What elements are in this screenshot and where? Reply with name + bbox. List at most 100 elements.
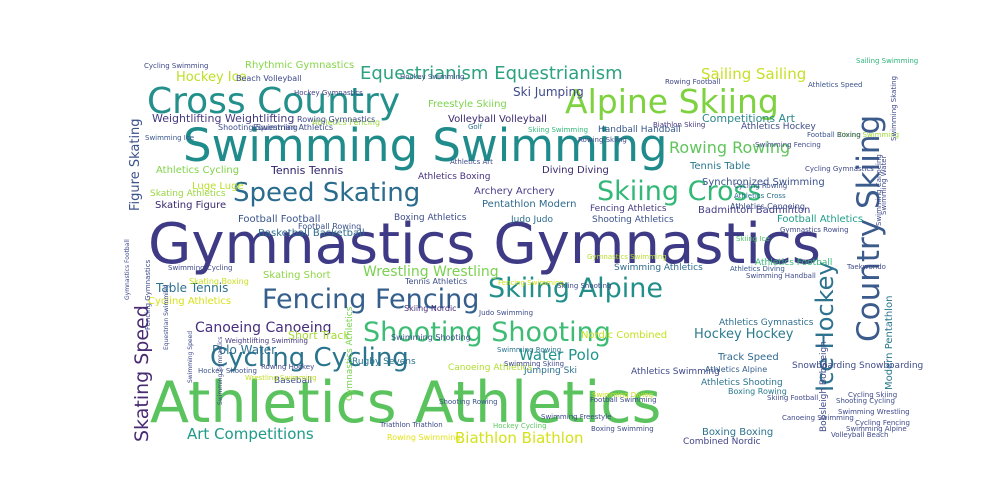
word-cloud-term: Skating Boxing [189, 277, 249, 286]
word-cloud-term: Rowing Gymnastics [297, 115, 375, 124]
word-cloud-term: Judo Swimming [478, 309, 533, 317]
word-cloud-term: Athletics Swimming [631, 367, 720, 377]
word-cloud-term: Swimming Rowing [497, 346, 561, 354]
word-cloud-term: Skiing Shooting [557, 282, 612, 290]
word-cloud-term: Rhythmic Gymnastics [245, 60, 354, 71]
word-cloud-term: Athletics Hockey [741, 122, 816, 132]
word-cloud-term: Golf [468, 123, 483, 131]
word-cloud-term: Boxing Boxing [702, 427, 773, 438]
word-cloud-term: Swimming Speed [187, 331, 194, 383]
word-cloud-term: Cycling Skiing [848, 391, 897, 399]
word-cloud-term: Track Speed [717, 352, 779, 363]
word-cloud-term: Swimming Fencing [755, 141, 821, 149]
word-cloud-term: Cycling Rowing [734, 182, 787, 190]
word-cloud-term: Athletics Speed [808, 81, 862, 89]
word-cloud-term: Gymnastics Rowing [780, 226, 849, 234]
word-cloud-term: Rowing Football [665, 78, 720, 86]
word-cloud-term: Canoeing Athletics [448, 363, 533, 373]
word-cloud-term: Tennis Athletics [404, 277, 467, 286]
word-cloud-term: Nordic Combined [581, 330, 667, 341]
word-cloud-term: Equestrian Swimming [163, 284, 170, 350]
word-cloud-term: Skating Figure [155, 200, 226, 211]
word-cloud-term: Football Football [238, 214, 320, 225]
word-cloud-term: Water Polo [519, 346, 599, 364]
word-cloud-term: Hockey Hockey [694, 327, 794, 342]
word-cloud-term: Swimming Freestyle [541, 413, 611, 421]
word-cloud-term: Equestrianism Equestrianism [360, 63, 623, 84]
word-cloud-term: Shooting Swimming [218, 123, 298, 132]
word-cloud-term: Gymnastics Swimming [587, 253, 667, 261]
word-cloud-term: Athletics Athletics [150, 370, 661, 436]
word-cloud-term: Swimming Skating [890, 76, 898, 141]
word-cloud-term: Swimming Cycling [168, 264, 232, 272]
word-cloud-term: Luge Luge [192, 181, 244, 192]
word-cloud-term: Triathlon Triathlon [379, 421, 443, 429]
word-cloud-term: Skiing Nordic [404, 304, 457, 313]
word-cloud-term: Handball Handball [598, 125, 681, 135]
word-cloud-term: Rugby Sevens [352, 357, 416, 367]
word-cloud-term: Gymnastics Gymnastics [148, 212, 821, 277]
word-cloud-term: Equestrian Athletics [253, 123, 333, 132]
word-cloud-term: Weightlifting Swimming [225, 337, 308, 345]
word-cloud-term: Taekwondo [846, 263, 886, 271]
word-cloud-term: Skiing Football [767, 394, 818, 402]
word-cloud-term: Judo Judo [510, 215, 554, 225]
word-cloud-term: Swimming Water [880, 155, 888, 215]
word-cloud-term: Speed Skating [233, 178, 420, 208]
word-cloud-term: Swimming Gymnastics [217, 337, 224, 405]
word-cloud-term: Hockey Gymnastics [294, 89, 363, 97]
word-cloud-term: Freestyle Skiing [428, 99, 507, 110]
word-cloud-term: Boxing Rowing [728, 387, 787, 396]
word-cloud-term: Swimming Athletics [614, 263, 703, 273]
word-cloud-term: Beach Volleyball [236, 74, 302, 83]
word-cloud-term: Sailing Swimming [856, 57, 918, 65]
word-cloud-term: Athletics Canoeing [730, 202, 805, 211]
word-cloud-term: Cycling Gymnastics [805, 165, 874, 173]
word-cloud-term: Swimming Swimming [183, 119, 668, 172]
word-cloud-term: Pentathlon Modern [482, 199, 576, 210]
word-cloud-term: Swimming Shooting [391, 333, 471, 342]
word-cloud-term: Hockey Swimming [400, 73, 464, 81]
word-cloud-term: Athletics Fencing [312, 118, 380, 127]
word-cloud-term: Swimming Alpine [846, 425, 907, 433]
word-cloud-term: Skating Athletics [150, 189, 226, 199]
word-cloud-term: Tennis Tennis [270, 164, 343, 177]
word-cloud-term: Diving Diving [542, 165, 609, 176]
word-cloud-term: Football Boxing [807, 131, 861, 139]
word-cloud-term: Baseball [274, 376, 312, 386]
word-cloud-term: Rowing Skiing [578, 136, 627, 144]
word-cloud-term: Skating Short [263, 270, 331, 281]
word-cloud-term: Gymnastics Athletics [345, 306, 355, 401]
word-cloud-term: Jumping Ski [523, 366, 577, 376]
word-cloud-term: Shooting Athletics [592, 215, 674, 225]
word-cloud-term: Shooting Cycling [836, 397, 895, 405]
word-cloud-term: Gymnastics Football [124, 239, 131, 300]
word-cloud-term: Rowing Rowing [669, 138, 790, 157]
word-cloud-term: Athletics Gymnastics [719, 318, 814, 328]
word-cloud-term: Fencing Swimming [498, 279, 564, 287]
word-cloud-term: Tennis Table [689, 161, 750, 172]
word-cloud-term: Skiing Ice [736, 235, 770, 243]
word-cloud-term: Polo Water [212, 343, 276, 357]
word-cloud-term: Diving Swimming [838, 131, 899, 139]
word-cloud-term: Shooting Rowing [439, 398, 498, 406]
word-cloud-term: Hockey Ice [176, 70, 247, 85]
word-cloud-term: Athletics Cycling [156, 165, 239, 176]
word-cloud-term: Sailing Sailing [701, 65, 806, 83]
word-cloud-term: Skating Speed [131, 305, 153, 442]
word-cloud-term: Hockey Shooting [198, 367, 257, 375]
word-cloud-term: Canoeing Swimming [782, 414, 854, 422]
word-cloud-term: Athletics Shooting [701, 378, 783, 388]
word-cloud-term: Fencing Gymnastics [144, 259, 152, 330]
word-cloud-term: Boxing Swimming [591, 425, 654, 433]
word-cloud-term: Combined Nordic [683, 437, 761, 447]
word-cloud-term: Figure Skating [128, 118, 143, 211]
word-cloud-term: Fencing Athletics [590, 204, 667, 214]
word-cloud-term: Badminton Badminton [698, 205, 810, 216]
word-cloud-term: Art Competitions [187, 425, 314, 443]
word-cloud-term: Basketball Basketball [258, 228, 365, 239]
word-cloud-term: Cross Country [147, 81, 400, 122]
word-cloud-term: Football Athletics [777, 214, 863, 225]
word-cloud-term: Weightlifting Weightlifting [152, 112, 294, 125]
